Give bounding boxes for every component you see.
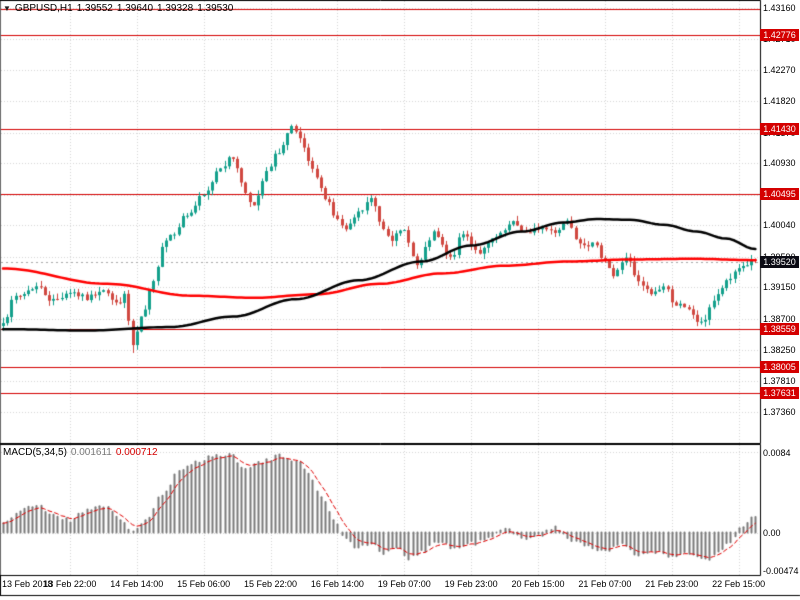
macd-tick-label: -0.00474 (763, 566, 799, 576)
current-price-tag: 1.39520 (760, 255, 799, 268)
price-tick-label: 1.39150 (763, 282, 796, 293)
current-price-value: 1.39520 (763, 256, 796, 267)
time-axis-label: 22 Feb 15:00 (712, 579, 766, 589)
time-axis-label: 19 Feb 07:00 (377, 579, 431, 589)
price-tick-label: 1.37360 (763, 407, 796, 418)
low-value: 1.39328 (157, 3, 194, 14)
time-axis-label: 15 Feb 22:00 (243, 579, 298, 589)
time-axis-label: 13 Feb 2018 (2, 579, 53, 589)
symbol-marker-icon: ▼ (3, 4, 11, 13)
price-tick-label: 1.41820 (763, 96, 796, 107)
macd-main-value: 0.001611 (70, 447, 112, 458)
symbol-label: GBPUSD,H1 (14, 3, 73, 14)
level-price-tag[interactable]: 1.41430 (760, 122, 799, 135)
time-axis-label: 14 Feb 14:00 (110, 579, 164, 589)
time-axis-label: 21 Feb 07:00 (578, 579, 632, 589)
level-price-tag[interactable]: 1.37631 (760, 387, 799, 400)
macd-label: MACD(5,34,5) 0.001611 0.000712 (3, 447, 162, 458)
level-price-tag[interactable]: 1.42776 (760, 28, 799, 41)
price-tick-label: 1.38250 (763, 345, 796, 356)
high-value: 1.39640 (116, 3, 154, 14)
macd-name: MACD(5,34,5) (3, 447, 67, 458)
price-tick-label: 1.40040 (763, 220, 796, 231)
open-value: 1.39552 (76, 3, 113, 14)
price-tick-label: 1.37810 (763, 375, 796, 386)
time-axis-label: 16 Feb 14:00 (310, 579, 364, 589)
chart-header: ▼ GBPUSD,H1 1.39552 1.39640 1.39328 1.39530 (3, 3, 237, 14)
macd-tick-label: 0.0084 (763, 448, 791, 458)
macd-tick-label: 0.00 (763, 527, 781, 538)
price-tick-label: 1.43160 (763, 3, 796, 13)
time-axis-label: 21 Feb 23:00 (645, 579, 699, 589)
price-tick-label: 1.42270 (763, 64, 796, 75)
close-value: 1.39530 (197, 3, 234, 14)
level-price-tag[interactable]: 1.38559 (760, 322, 799, 335)
time-axis-label: 15 Feb 06:00 (177, 579, 231, 589)
level-price-tag[interactable]: 1.40495 (760, 187, 799, 200)
price-tick-label: 1.38700 (763, 313, 796, 324)
time-axis-label: 20 Feb 15:00 (511, 579, 565, 589)
level-price-tag[interactable]: 1.38005 (760, 361, 799, 374)
time-axis-label: 19 Feb 23:00 (444, 579, 498, 589)
macd-signal-value: 0.000712 (115, 447, 158, 458)
time-axis-label: 13 Feb 22:00 (43, 579, 97, 589)
price-tick-label: 1.40930 (763, 158, 796, 169)
